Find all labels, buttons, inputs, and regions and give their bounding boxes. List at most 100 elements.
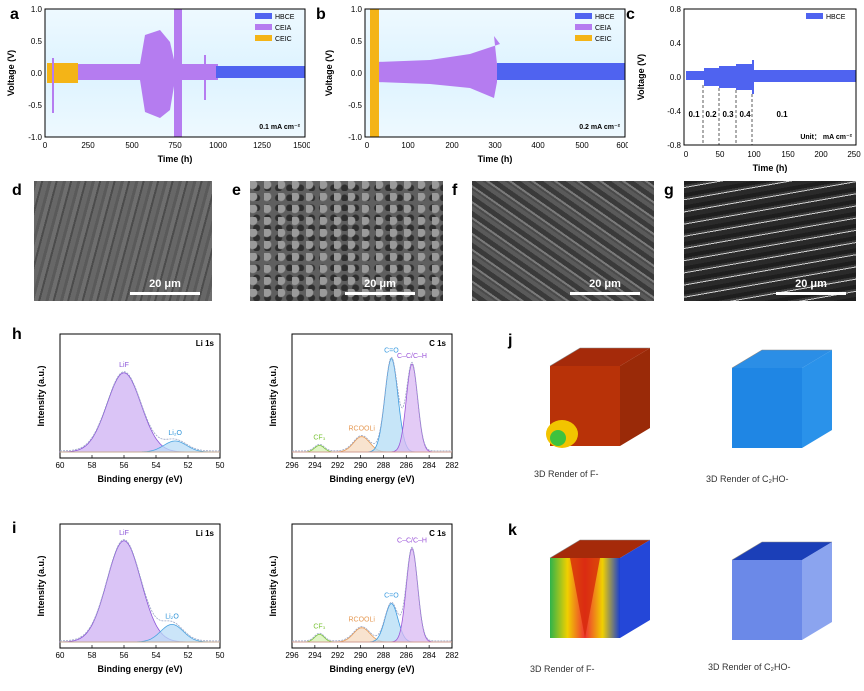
peak-label: LiF (119, 530, 129, 537)
tof-cube-k-c2ho (731, 541, 832, 640)
fit-envelope (292, 546, 452, 642)
xtick: 250 (81, 141, 95, 150)
peak-label: RCOOLi (348, 617, 375, 624)
x-axis-label: Binding energy (eV) (97, 664, 182, 674)
x-axis-label: Time (h) (478, 154, 513, 164)
rate-label: 0.4 (739, 110, 751, 119)
peak-label: C=O (384, 348, 399, 355)
panel-letter-b: b (316, 6, 326, 23)
xtick-label: 286 (400, 651, 414, 660)
ytick: -0.5 (348, 101, 362, 110)
sem-image-e: 20 μm (250, 181, 443, 301)
spectrum-title: Li 1s (196, 529, 215, 538)
x-axis-label: Time (h) (158, 154, 193, 164)
xtick: 150 (781, 150, 795, 159)
sem-image-d: 20 μm (34, 181, 212, 301)
panel-letter-c: c (626, 6, 635, 23)
plot-frame (291, 333, 453, 459)
xps-li1s-chart-h: LiF Li₂O 60 58 56 54 52 50 Binding energy (eV) In… (36, 333, 225, 484)
plot-frame (59, 523, 221, 649)
xtick-label: 290 (354, 651, 368, 660)
fit-envelope (60, 371, 220, 452)
hbce-trace (216, 66, 305, 78)
ytick: 1.0 (31, 5, 43, 14)
cycling-chart-b: 1.0 0.5 0.0 -0.5 -1.0 0 100 200 300 400 … (324, 5, 628, 164)
y-axis-label: Intensity (a.u.) (36, 555, 46, 616)
xtick-label: 286 (400, 461, 414, 470)
ytick: -0.4 (667, 107, 681, 116)
xtick-label: 60 (56, 461, 65, 470)
panel-letter-a: a (10, 6, 19, 23)
xtick: 750 (168, 141, 182, 150)
xps-li1s-chart-i: LiF Li₂O 60 58 56 54 52 50 Binding energy (eV) In… (36, 523, 225, 674)
rate-label: 0.1 (688, 110, 700, 119)
legend-ceia: CEIA (275, 25, 292, 32)
cycling-chart-a: 1.0 0.5 0.0 -0.5 -1.0 0 250 500 750 1000… (6, 5, 310, 164)
xtick-label: 296 (285, 461, 299, 470)
panel-letter-e: e (232, 182, 241, 199)
xtick-label: 290 (354, 461, 368, 470)
xtick-label: 292 (331, 651, 345, 660)
tof-cube-j-f (546, 347, 650, 448)
unit-note: Unit： mA cm⁻² (800, 134, 852, 141)
xtick-label: 292 (331, 461, 345, 470)
xtick-label: 56 (120, 651, 129, 660)
xtick: 300 (488, 141, 502, 150)
panel-letter-j: j (508, 332, 513, 349)
xps-c1s-chart-i: CF₃ RCOOLi C=O C–C/C–H 296 294 292 290 288 286 284… (268, 523, 459, 674)
ytick: -1.0 (348, 133, 362, 142)
peak-label: C–C/C–H (397, 353, 427, 360)
x-axis-label: Binding energy (eV) (329, 664, 414, 674)
scale-bar-label: 20 μm (589, 278, 621, 290)
scale-bar-label: 20 μm (795, 278, 827, 290)
ytick: 0.5 (351, 37, 363, 46)
peak-label: C=O (384, 593, 399, 600)
legend-hbce: HBCE (826, 14, 846, 21)
y-axis-label: Intensity (a.u.) (36, 365, 46, 426)
panel-letter-f: f (452, 182, 458, 199)
hbce-trace (497, 63, 625, 80)
sem-image-g: 20 μm (684, 181, 856, 301)
xtick-label: 294 (308, 651, 322, 660)
legend-ceic: CEIC (595, 36, 612, 43)
xtick: 100 (747, 150, 761, 159)
legend-ceic: CEIC (275, 36, 292, 43)
ytick: 1.0 (351, 5, 363, 14)
hbce-trace (686, 71, 704, 80)
spectrum-title: C 1s (429, 529, 446, 538)
xtick: 200 (814, 150, 828, 159)
xtick: 50 (716, 150, 725, 159)
xtick-label: 56 (120, 461, 129, 470)
xtick-label: 282 (445, 461, 459, 470)
xtick-label: 50 (216, 651, 225, 660)
peak-label: Li₂O (168, 430, 182, 437)
ytick: 0.0 (351, 69, 363, 78)
xtick-label: 60 (56, 651, 65, 660)
xtick: 200 (445, 141, 459, 150)
peak-component (59, 372, 220, 453)
xtick-label: 284 (422, 461, 436, 470)
xtick: 500 (125, 141, 139, 150)
fit-envelope (292, 356, 452, 452)
peak-label: CF₃ (313, 434, 325, 441)
cycling-chart-c: 0.1 0.2 0.3 0.4 0.1 Unit： mA cm⁻² 0.8 0.… (636, 5, 861, 173)
xtick-label: 58 (88, 461, 97, 470)
ytick: 0.0 (670, 73, 682, 82)
peak-label: CF₃ (313, 623, 325, 630)
spectrum-title: C 1s (429, 339, 446, 348)
xtick: 0 (43, 141, 48, 150)
tof-caption: 3D Render of C₂HO- (706, 474, 789, 484)
panel-letter-k: k (508, 522, 517, 539)
xtick: 600 (616, 141, 628, 150)
xtick-label: 288 (377, 461, 391, 470)
xtick-label: 52 (184, 651, 193, 660)
current-density-note: 0.1 mA cm⁻² (259, 124, 300, 131)
xtick-label: 282 (445, 651, 459, 660)
xtick: 1000 (209, 141, 227, 150)
tof-cube-j-c2ho (731, 349, 832, 448)
xtick-label: 294 (308, 461, 322, 470)
x-axis-label: Time (h) (753, 163, 788, 173)
ytick: 0.4 (670, 39, 682, 48)
ytick: -0.5 (28, 101, 42, 110)
xtick-label: 296 (285, 651, 299, 660)
